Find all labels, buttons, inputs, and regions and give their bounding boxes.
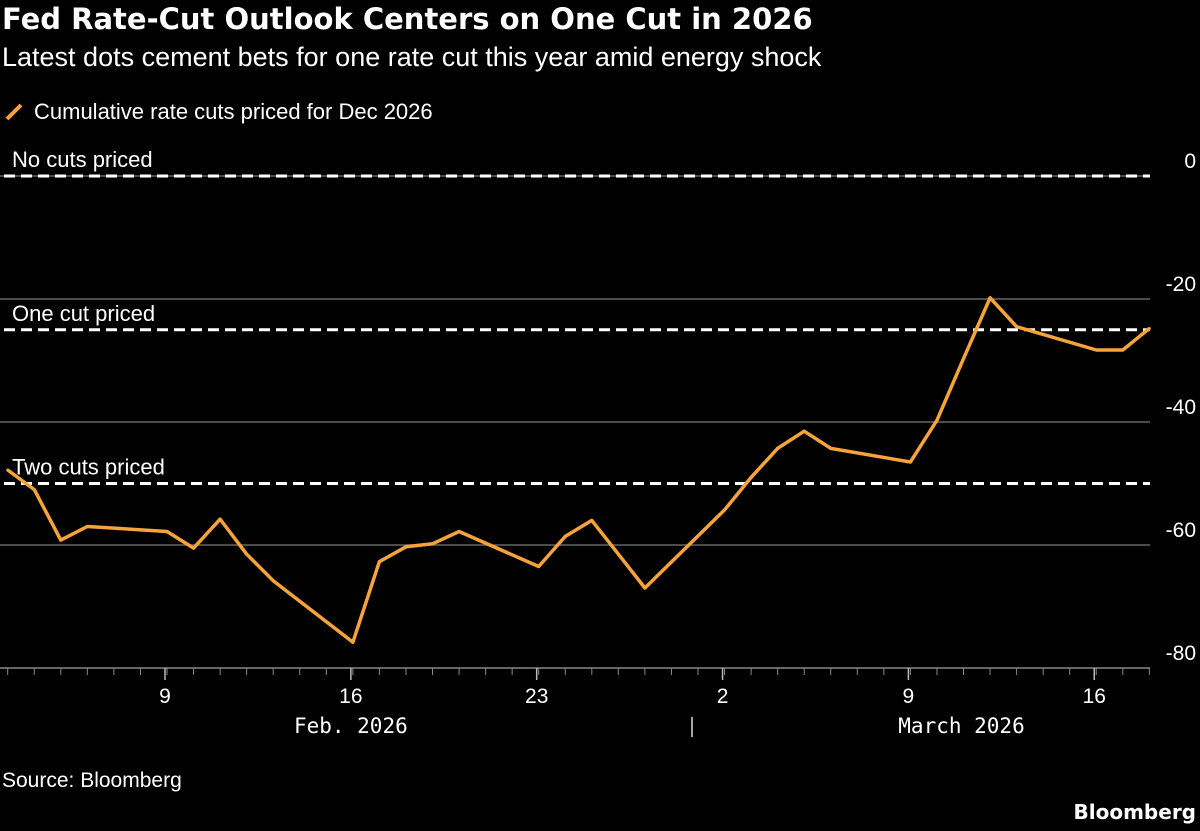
data-point (749, 475, 753, 479)
data-point (935, 418, 939, 422)
data-point (457, 529, 461, 533)
data-point (962, 357, 965, 361)
legend-line-icon (5, 103, 23, 121)
data-point (6, 468, 10, 472)
month-label: March 2026 (898, 714, 1024, 738)
data-point (563, 534, 567, 538)
data-point (377, 560, 381, 564)
data-point (431, 542, 434, 546)
y-tick-label: 0 (1184, 150, 1196, 173)
data-point (245, 552, 249, 556)
x-tick-label: 23 (525, 685, 548, 708)
data-point (32, 488, 36, 492)
legend-label: Cumulative rate cuts priced for Dec 2026 (34, 99, 433, 124)
data-point (1094, 348, 1098, 352)
data-point (165, 529, 169, 533)
data-point (1015, 325, 1019, 329)
x-tick-label: 2 (717, 685, 729, 708)
data-point (643, 586, 647, 590)
data-point (1121, 348, 1125, 352)
data-point (723, 508, 727, 512)
source-note: Source: Bloomberg (2, 769, 182, 792)
data-point (85, 525, 89, 529)
chart-title: Fed Rate-Cut Outlook Centers on One Cut … (2, 2, 813, 36)
x-tick-label: 16 (1083, 685, 1106, 708)
y-tick-label: -20 (1166, 273, 1196, 296)
bloomberg-logo: Bloomberg (1073, 800, 1196, 824)
data-point (351, 640, 355, 644)
data-point (616, 552, 620, 556)
data-point (590, 518, 594, 522)
x-tick-label: 9 (159, 685, 171, 708)
data-point (404, 545, 408, 549)
y-tick-label: -60 (1166, 519, 1196, 542)
series-line (6, 296, 1151, 644)
chart-subtitle: Latest dots cement bets for one rate cut… (2, 42, 822, 72)
reference-line-label: One cut priced (12, 301, 155, 326)
data-point (776, 446, 780, 450)
data-point (271, 579, 275, 583)
reference-line-label: Two cuts priced (12, 455, 165, 480)
data-point (802, 429, 806, 433)
y-tick-label: -80 (1166, 642, 1196, 665)
y-tick-label: -40 (1166, 396, 1196, 419)
data-point (537, 565, 541, 569)
data-point (192, 546, 196, 550)
data-point (59, 538, 63, 542)
data-point (218, 517, 222, 521)
data-point (1147, 327, 1151, 331)
month-label: Feb. 2026 (294, 714, 408, 738)
data-point (908, 460, 912, 464)
data-point (988, 296, 992, 300)
x-tick-label: 9 (903, 685, 915, 708)
reference-line-label: No cuts priced (12, 147, 153, 172)
data-point (829, 446, 833, 450)
legend: Cumulative rate cuts priced for Dec 2026 (4, 99, 433, 125)
x-tick-label: 16 (339, 685, 362, 708)
